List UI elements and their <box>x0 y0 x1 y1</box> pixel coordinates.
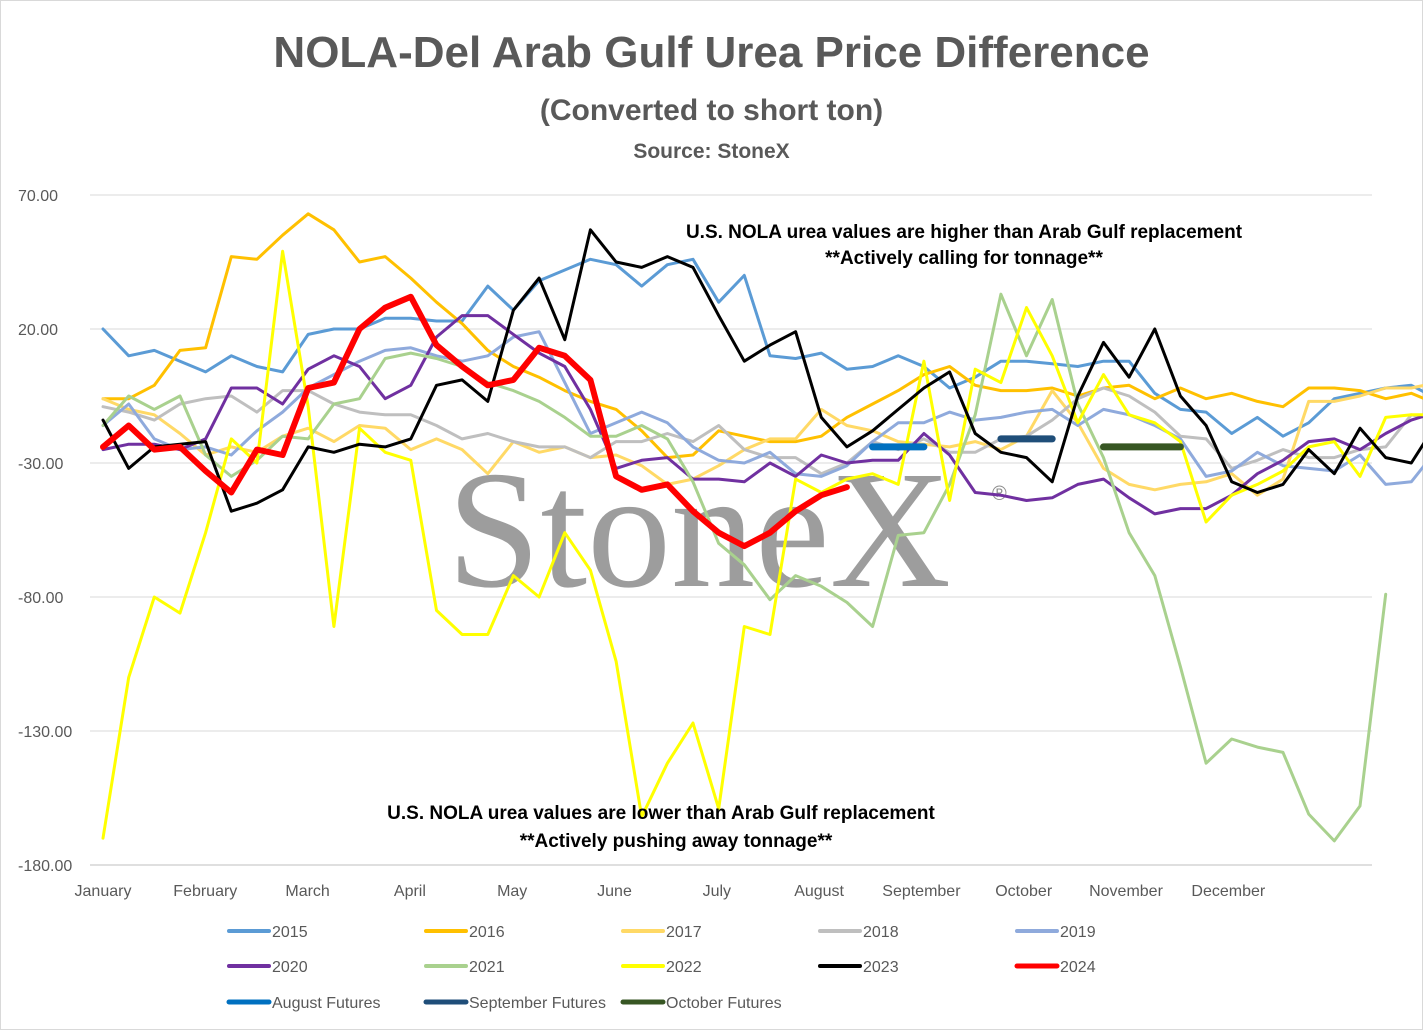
legend-label: 2020 <box>272 959 308 976</box>
legend-label: October Futures <box>666 995 782 1012</box>
series-lines <box>100 212 1423 843</box>
legend-label: 2021 <box>469 959 505 976</box>
x-month-label: March <box>285 883 329 900</box>
x-month-label: November <box>1089 883 1163 900</box>
x-month-label: February <box>173 883 237 900</box>
x-axis: January February March April May June July Augu… <box>75 883 1266 900</box>
chart-subtitle: (Converted to short ton) <box>539 94 884 127</box>
x-month-label: May <box>497 883 527 900</box>
annotation-upper-line2: **Actively calling for tonnage** <box>825 248 1103 269</box>
annotation-lower-line2: **Actively pushing away tonnage** <box>520 831 833 852</box>
annotation-lower-line1: U.S. NOLA urea values are lower than Ara… <box>387 803 935 824</box>
x-month-label: July <box>703 883 731 900</box>
x-month-label: December <box>1191 883 1265 900</box>
legend-label: September Futures <box>469 995 606 1012</box>
legend-label: 2019 <box>1060 924 1096 941</box>
legend-label: 2018 <box>863 924 899 941</box>
legend-label: August Futures <box>272 995 381 1012</box>
series-line-2018 <box>101 386 1423 476</box>
legend-label: 2024 <box>1060 959 1096 976</box>
x-month-label: September <box>882 883 961 900</box>
y-axis: 70.00 20.00 -30.00 -80.00 -130.00 -180.00 <box>18 188 72 875</box>
x-month-label: August <box>794 883 844 900</box>
series-line-2017 <box>101 384 1423 497</box>
annotations: U.S. NOLA urea values are higher than Ar… <box>387 222 1243 852</box>
x-month-label: June <box>597 883 632 900</box>
x-month-label: October <box>995 883 1053 900</box>
annotation-upper-line1: U.S. NOLA urea values are higher than Ar… <box>686 222 1243 243</box>
series-line-2022 <box>101 249 1423 840</box>
legend-label: 2017 <box>666 924 702 941</box>
x-month-label: January <box>75 883 132 900</box>
series-line-2015 <box>101 257 1423 438</box>
y-tick-label: 70.00 <box>18 188 58 205</box>
stonex-watermark: StoneX <box>447 437 951 623</box>
y-tick-label: -180.00 <box>18 858 72 875</box>
y-tick-label: 20.00 <box>18 322 58 339</box>
x-month-label: April <box>394 883 426 900</box>
legend-label: 2023 <box>863 959 899 976</box>
chart-title: NOLA-Del Arab Gulf Urea Price Difference <box>273 28 1150 77</box>
y-tick-label: -130.00 <box>18 724 72 741</box>
watermark: StoneX ® <box>447 437 1007 623</box>
chart-source: Source: StoneX <box>633 140 790 163</box>
series-line-2023 <box>101 228 1423 513</box>
series-line-2019 <box>101 330 1423 486</box>
legend: 2015 2016 2017 2018 2019 2020 2021 2022 2023 2024… <box>226 924 1096 1012</box>
series-line-2020 <box>101 314 1423 516</box>
series-line-2024 <box>100 293 850 550</box>
legend-label: 2016 <box>469 924 505 941</box>
series-line-2016 <box>101 212 1423 460</box>
legend-label: 2022 <box>666 959 702 976</box>
legend-label: 2015 <box>272 924 308 941</box>
y-tick-label: -30.00 <box>18 456 63 473</box>
series-line-2021 <box>101 292 1388 843</box>
y-tick-label: -80.00 <box>18 590 63 607</box>
